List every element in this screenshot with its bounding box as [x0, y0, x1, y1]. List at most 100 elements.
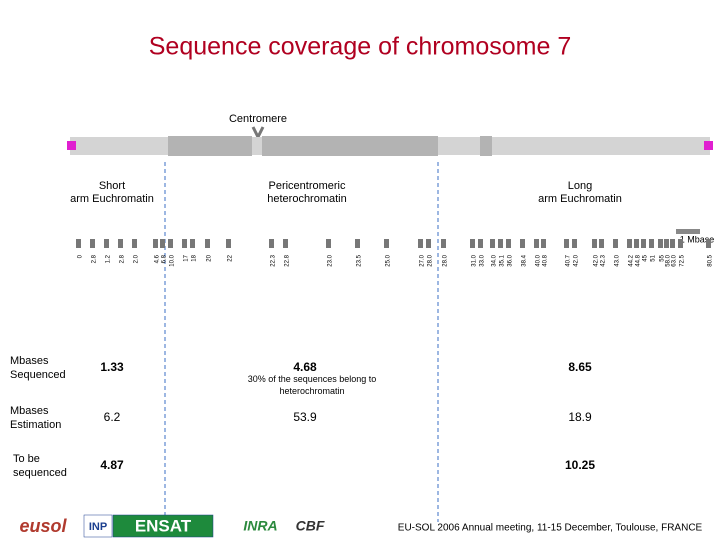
- marker-label: 33.0: [480, 254, 486, 266]
- region-label-text: Pericentromeric heterochromatin: [267, 180, 347, 205]
- row-label: Mbases Sequenced: [10, 355, 66, 381]
- region-label-text: Long arm Euchromatin: [538, 180, 622, 205]
- marker: [599, 239, 604, 248]
- marker: [418, 239, 423, 248]
- row-label: To be sequenced: [13, 453, 67, 479]
- marker: [441, 239, 446, 248]
- scale-label: 1 Mbase: [680, 234, 715, 244]
- marker-label: 0: [78, 254, 84, 258]
- marker-label: 45: [643, 254, 649, 261]
- footer-text: EU-SOL 2006 Annual meeting, 11-15 Decemb…: [398, 523, 703, 534]
- marker-label: 10.0: [170, 254, 176, 266]
- marker-label: 4.6: [155, 254, 161, 263]
- marker-label: 23.5: [357, 254, 363, 266]
- marker: [190, 239, 195, 248]
- cell-value: 10.25: [565, 458, 595, 472]
- marker-label: 31.0: [472, 254, 478, 266]
- marker-label: 51: [651, 254, 657, 261]
- marker-label: 2.8: [92, 254, 98, 263]
- marker: [658, 239, 663, 248]
- marker-label: 34.0: [492, 254, 498, 266]
- marker: [160, 239, 165, 248]
- marker-label: 28.0: [443, 254, 449, 266]
- marker: [384, 239, 389, 248]
- marker-label: 58.0: [666, 254, 672, 266]
- marker: [269, 239, 274, 248]
- region-label: Pericentromeric heterochromatin: [267, 180, 347, 205]
- cell-value: 8.65: [568, 360, 592, 374]
- marker-label: 35.1: [500, 254, 506, 266]
- marker: [664, 239, 669, 248]
- centromere-label: Centromere: [229, 113, 287, 125]
- marker: [506, 239, 511, 248]
- scale-bar: [676, 229, 700, 234]
- marker-label: 18: [192, 254, 198, 261]
- marker: [649, 239, 654, 248]
- marker: [182, 239, 187, 248]
- marker-label: 44.2: [629, 254, 635, 266]
- region-label: Long arm Euchromatin: [538, 180, 622, 205]
- heterochromatin-block: [262, 136, 438, 156]
- marker-label: 44.8: [636, 254, 642, 266]
- marker-label: 17: [184, 254, 190, 261]
- marker: [426, 239, 431, 248]
- marker-label: 20: [207, 254, 213, 261]
- marker-label: 80.5: [708, 254, 714, 266]
- marker-label: 42.0: [594, 254, 600, 266]
- marker-label: 36.0: [508, 254, 514, 266]
- marker: [226, 239, 231, 248]
- marker: [627, 239, 632, 248]
- marker-label: 55: [660, 254, 666, 261]
- marker-label: 22: [228, 254, 234, 261]
- region-label-text: Short arm Euchromatin: [70, 180, 154, 205]
- marker-label: 22.8: [285, 254, 291, 266]
- marker: [168, 239, 173, 248]
- marker: [564, 239, 569, 248]
- marker: [132, 239, 137, 248]
- marker: [104, 239, 109, 248]
- cell-value: 53.9: [293, 410, 317, 424]
- logo: INRA: [243, 518, 277, 534]
- logo: eusol: [19, 516, 67, 536]
- marker: [534, 239, 539, 248]
- row-label: Mbases Estimation: [10, 405, 61, 431]
- centromere-arrow: [251, 126, 265, 141]
- telomere: [67, 141, 76, 150]
- marker: [205, 239, 210, 248]
- logo: CBF: [296, 518, 325, 534]
- marker: [670, 239, 675, 248]
- heterochromatin-block: [168, 136, 252, 156]
- marker-label: 42.0: [574, 254, 580, 266]
- marker-label: 2.8: [120, 254, 126, 263]
- marker-label: 2.0: [134, 254, 140, 263]
- marker-label: 22.3: [271, 254, 277, 266]
- marker: [153, 239, 158, 248]
- marker: [326, 239, 331, 248]
- region-label: Short arm Euchromatin: [70, 180, 154, 205]
- marker-label: 28.0: [428, 254, 434, 266]
- cell-value: 1.33: [100, 360, 124, 374]
- marker: [678, 239, 683, 248]
- cell-value: 4.68: [293, 360, 317, 374]
- marker: [641, 239, 646, 248]
- marker: [613, 239, 618, 248]
- table-note: 30% of the sequences belong to heterochro…: [248, 374, 377, 396]
- marker-label: 25.0: [386, 254, 392, 266]
- marker: [541, 239, 546, 248]
- marker: [634, 239, 639, 248]
- marker-label: 1.2: [106, 254, 112, 263]
- marker: [470, 239, 475, 248]
- marker-label: 23.0: [328, 254, 334, 266]
- marker: [118, 239, 123, 248]
- marker-label: 63.0: [672, 254, 678, 266]
- marker: [478, 239, 483, 248]
- marker: [498, 239, 503, 248]
- marker: [90, 239, 95, 248]
- marker: [76, 239, 81, 248]
- marker-label: 40.0: [536, 254, 542, 266]
- marker: [520, 239, 525, 248]
- marker: [572, 239, 577, 248]
- marker: [592, 239, 597, 248]
- cell-value: 18.9: [568, 410, 592, 424]
- marker: [490, 239, 495, 248]
